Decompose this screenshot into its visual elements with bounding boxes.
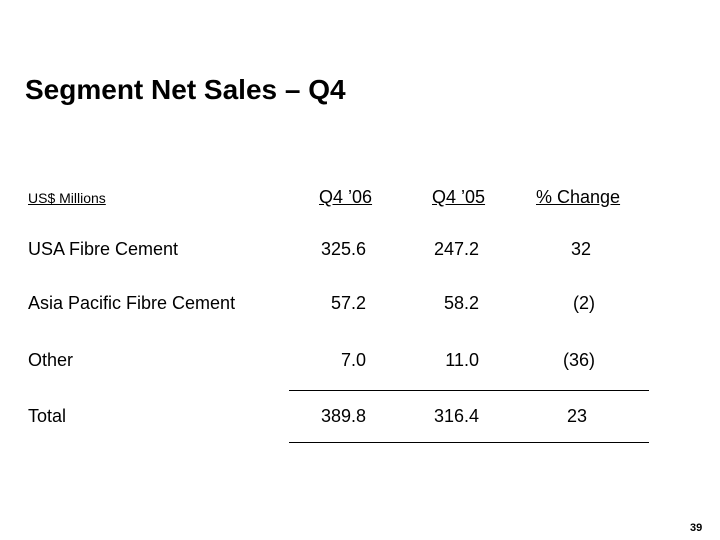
row-label-usa-fibre-cement: USA Fibre Cement [28,239,179,259]
cell-total-change: 23 [566,406,587,426]
cell-usa-change: 32 [570,239,591,259]
column-header-q4-05: Q4 ’05 [432,187,486,207]
cell-asia-pacific-q4-05: 58.2 [443,293,479,313]
total-rule [289,442,649,443]
row-label-total: Total [28,406,67,426]
row-label-other: Other [28,350,74,370]
cell-total-q4-06: 389.8 [320,406,366,426]
subtotal-rule [289,390,649,391]
cell-other-change: (36) [562,350,595,370]
cell-usa-q4-06: 325.6 [320,239,366,259]
cell-asia-pacific-change: (2) [573,293,595,313]
column-header-q4-06: Q4 ’06 [319,187,373,207]
cell-usa-q4-05: 247.2 [433,239,479,259]
cell-asia-pacific-q4-06: 57.2 [330,293,366,313]
cell-total-q4-05: 316.4 [433,406,479,426]
units-label: US$ Millions [28,190,106,206]
slide-title: Segment Net Sales – Q4 [25,74,346,105]
cell-other-q4-05: 11.0 [445,350,479,370]
page-number: 39 [690,522,703,534]
cell-other-q4-06: 7.0 [340,350,366,370]
column-header-percent-change: % Change [536,187,621,207]
row-label-asia-pacific-fibre-cement: Asia Pacific Fibre Cement [28,293,236,313]
